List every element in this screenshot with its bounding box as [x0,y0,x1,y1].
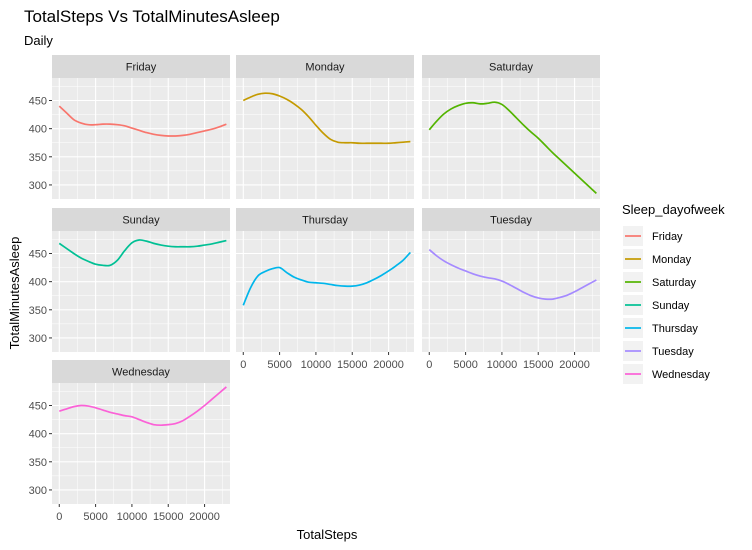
series-line-friday [58,105,227,137]
x-tick-label: 20000 [189,511,220,523]
facet-strip-monday [236,55,414,78]
facet-strip-saturday [422,55,600,78]
legend-item-saturday: Saturday [623,272,697,292]
legend-item-wednesday: Wednesday [623,364,710,384]
y-tick-label: 300 [29,333,47,345]
legend-item-tuesday: Tuesday [623,341,694,361]
legend-label: Sunday [652,300,690,312]
facet-strip-wednesday [52,360,230,383]
series-line-wednesday [59,386,227,427]
legend-label: Friday [652,231,683,243]
y-axis-title: TotalMinutesAsleep [7,237,22,350]
facet-strip-label: Saturday [489,62,534,74]
panel-background [52,383,230,504]
x-tick-label: 5000 [453,359,477,371]
facet-panel-sunday: Sunday 300 350 400 450 [29,208,230,352]
facet-strip-label: Monday [305,62,345,74]
y-tick-label: 400 [29,277,47,289]
series-line-sunday [58,239,227,267]
series-line-monday [242,92,411,145]
x-tick-label: 0 [240,359,246,371]
series-line-thursday [242,251,411,306]
chart-subtitle: Daily [24,33,53,48]
facet-panel-thursday: Thursday 0 5000 10000 15000 20000 [236,208,414,371]
facet-panel-friday: Friday 300 350 400 450 [29,55,230,199]
panel-background [52,231,230,352]
facet-strip-thursday [236,208,414,231]
y-tick-label: 300 [29,180,47,192]
x-tick-label: 15000 [337,359,368,371]
y-tick-label: 450 [29,249,47,261]
facet-strip-label: Friday [126,62,157,74]
facet-strip-label: Tuesday [490,215,532,227]
y-tick-label: 350 [29,152,47,164]
series-line-tuesday [428,248,597,301]
facet-strip-label: Sunday [122,215,160,227]
x-tick-label: 0 [426,359,432,371]
panel-background [422,231,600,352]
x-tick-label: 5000 [83,511,107,523]
legend-title: Sleep_dayofweek [622,202,725,217]
series-line-saturday [428,101,597,194]
facet-strip-label: Wednesday [112,367,170,379]
legend-item-monday: Monday [623,249,692,269]
legend-label: Wednesday [652,369,710,381]
y-tick-label: 400 [29,429,47,441]
y-tick-label: 300 [29,485,47,497]
y-tick-label: 350 [29,305,47,317]
facet-panel-wednesday: Wednesday 300 350 400 450 0 5000 10000 15000 2000… [29,360,230,523]
x-tick-label: 5000 [267,359,291,371]
panel-background [422,78,600,199]
legend-label: Monday [652,254,692,266]
legend-item-friday: Friday [623,226,683,246]
panel-background [236,78,414,199]
facet-panels: Friday 300 350 400 450 Monday Saturday Sunday 30… [29,55,600,523]
facet-strip-label: Thursday [302,215,348,227]
facet-panel-tuesday: Tuesday 0 5000 10000 15000 20000 [422,208,600,371]
x-tick-label: 10000 [301,359,332,371]
y-tick-label: 450 [29,96,47,108]
facet-strip-friday [52,55,230,78]
x-tick-label: 10000 [117,511,148,523]
legend-label: Thursday [652,323,698,335]
legend: Sleep_dayofweek Friday Monday Saturday Sund… [622,202,725,384]
facet-panel-saturday: Saturday [422,55,600,199]
facet-strip-tuesday [422,208,600,231]
x-tick-label: 20000 [373,359,404,371]
chart-title: TotalSteps Vs TotalMinutesAsleep [24,7,280,26]
x-axis-title: TotalSteps [297,527,358,542]
legend-label: Tuesday [652,346,694,358]
panel-background [52,78,230,199]
x-tick-label: 15000 [153,511,184,523]
x-tick-label: 0 [56,511,62,523]
y-tick-label: 400 [29,124,47,136]
facet-panel-monday: Monday [236,55,414,199]
legend-item-sunday: Sunday [623,295,690,315]
y-tick-label: 450 [29,401,47,413]
legend-label: Saturday [652,277,697,289]
facet-strip-sunday [52,208,230,231]
x-tick-label: 15000 [523,359,554,371]
y-tick-label: 350 [29,457,47,469]
panel-background [236,231,414,352]
legend-item-thursday: Thursday [623,318,698,338]
x-tick-label: 20000 [559,359,590,371]
x-tick-label: 10000 [487,359,518,371]
